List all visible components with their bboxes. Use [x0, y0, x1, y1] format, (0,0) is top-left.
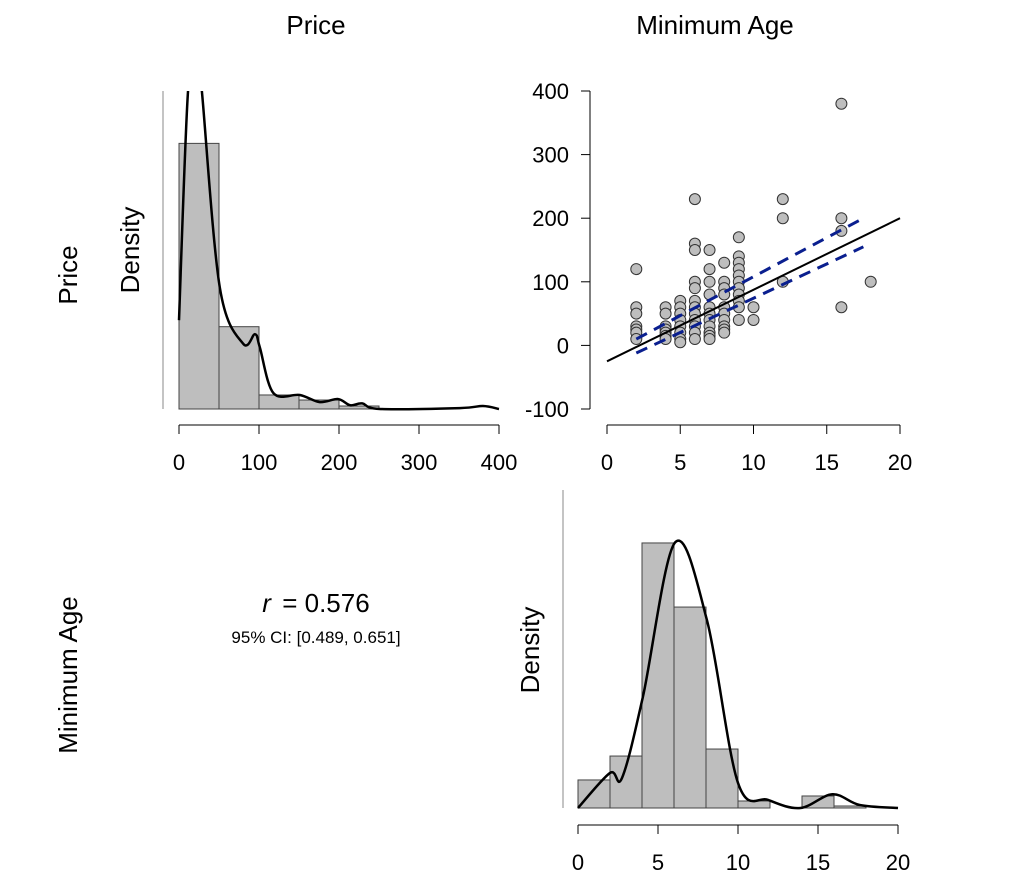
data-point: [718, 256, 731, 269]
x-tick-label: 200: [321, 450, 358, 475]
x-tick-label: 20: [888, 450, 912, 475]
data-point: [630, 307, 643, 320]
r-symbol: r: [262, 588, 272, 618]
data-point: [732, 313, 745, 326]
data-point: [703, 263, 716, 276]
x-tick-label: 10: [726, 850, 750, 875]
x-tick-label: 0: [601, 450, 613, 475]
y-tick-label: -100: [525, 397, 569, 422]
data-point: [732, 231, 745, 244]
density-curve: [177, 91, 500, 411]
data-point: [835, 212, 848, 225]
data-point: [747, 313, 760, 326]
ci-upper-line: [635, 216, 865, 341]
data-point: [630, 263, 643, 276]
x-tick-label: 15: [815, 450, 839, 475]
data-point: [718, 326, 731, 339]
scatterplot-panel: -100 0 100 200 300 400 0 5 10 15 20: [525, 79, 912, 475]
row-label-minimum-age: Minimum Age: [53, 596, 83, 754]
x-tick-label: 5: [674, 450, 686, 475]
data-point: [674, 336, 687, 349]
density-curve: [577, 539, 899, 810]
column-title-price: Price: [286, 10, 345, 40]
x-tick-label: 100: [241, 450, 278, 475]
data-point: [703, 244, 716, 256]
x-tick-label: 0: [173, 450, 185, 475]
row-label-price: Price: [53, 245, 83, 304]
data-point: [776, 212, 789, 225]
x-tick-label: 300: [401, 450, 438, 475]
data-point: [688, 333, 701, 346]
data-point: [835, 97, 848, 110]
r-value: = 0.576: [282, 588, 369, 618]
data-point: [864, 275, 877, 288]
x-tick-label: 0: [572, 850, 584, 875]
x-tick-label: 20: [886, 850, 910, 875]
histogram-bar: [673, 606, 707, 809]
x-tick-label: 5: [652, 850, 664, 875]
data-point: [688, 282, 701, 295]
x-tick-label: 15: [806, 850, 830, 875]
histogram-bar: [298, 399, 340, 410]
regression-line: [606, 217, 901, 363]
y-tick-label: 200: [532, 206, 569, 231]
y-tick-label: 0: [557, 333, 569, 358]
ci-lower-line: [635, 245, 865, 355]
data-point: [659, 307, 672, 320]
column-title-minimum-age: Minimum Age: [636, 10, 794, 40]
data-point: [835, 301, 848, 314]
data-point: [747, 301, 760, 314]
data-point: [688, 244, 701, 256]
data-point: [776, 193, 789, 206]
age-histogram-panel: 0 5 10 15 20: [562, 490, 910, 875]
price-histogram-panel: 0 100 200 300 400: [162, 91, 518, 475]
price-density-label: Density: [115, 207, 145, 294]
y-tick-label: 400: [532, 79, 569, 104]
histogram-bar: [338, 405, 380, 410]
data-point: [688, 193, 701, 206]
confidence-interval: 95% CI: [0.489, 0.651]: [231, 628, 400, 647]
data-point: [703, 333, 716, 346]
x-tick-label: 400: [481, 450, 518, 475]
age-density-label: Density: [515, 607, 545, 694]
x-tick-label: 10: [741, 450, 765, 475]
y-tick-label: 300: [532, 143, 569, 168]
svg-text:r = 0.576: r = 0.576: [262, 588, 369, 618]
y-tick-label: 100: [532, 270, 569, 295]
data-point: [703, 275, 716, 288]
correlation-text: r = 0.576 95% CI: [0.489, 0.651]: [231, 588, 400, 647]
